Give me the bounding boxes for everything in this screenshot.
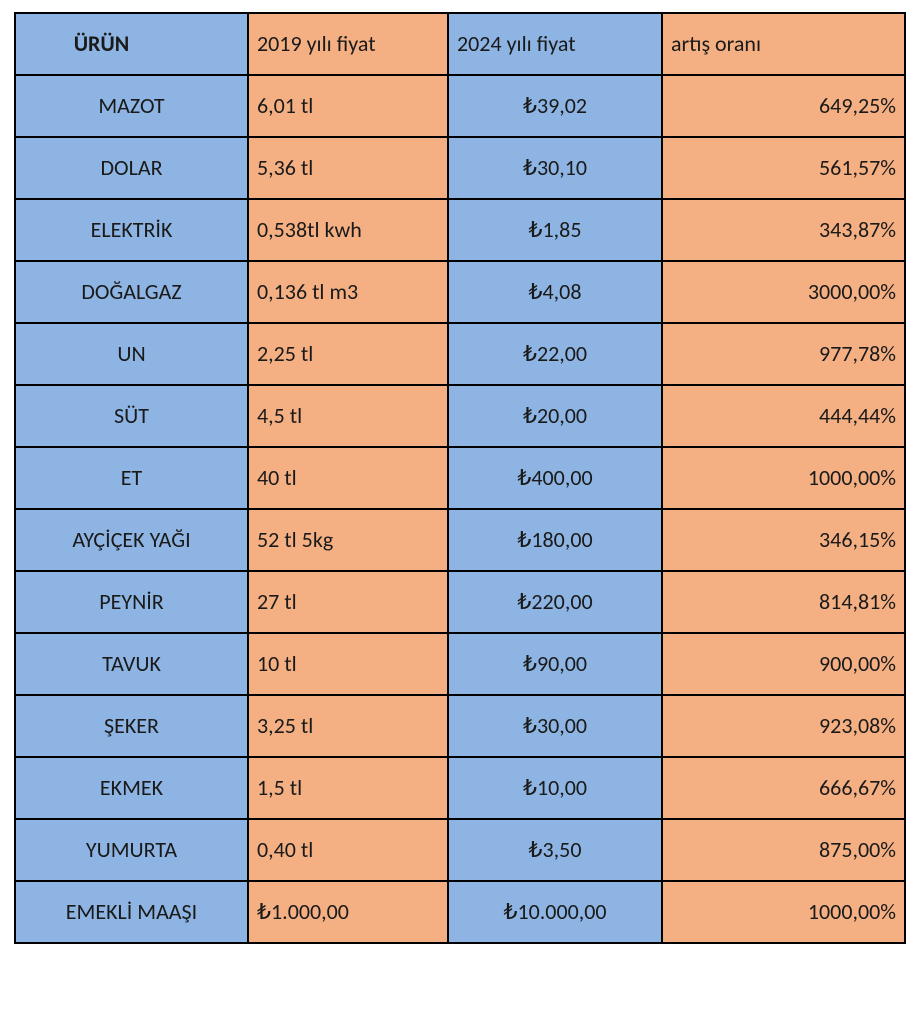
cell-rate: 1000,00% xyxy=(662,447,905,509)
cell-product: AYÇİÇEK YAĞI xyxy=(15,509,248,571)
cell-rate: 977,78% xyxy=(662,323,905,385)
table-row: AYÇİÇEK YAĞI 52 tl 5kg ₺180,00 346,15% xyxy=(15,509,905,571)
col-header-2019: 2019 yılı fiyat xyxy=(248,13,448,75)
cell-2024: ₺30,10 xyxy=(448,137,662,199)
col-header-rate: artış oranı xyxy=(662,13,905,75)
cell-rate: 561,57% xyxy=(662,137,905,199)
table-row: ŞEKER 3,25 tl ₺30,00 923,08% xyxy=(15,695,905,757)
cell-2024: ₺10,00 xyxy=(448,757,662,819)
col-header-2024: 2024 yılı fiyat xyxy=(448,13,662,75)
cell-rate: 923,08% xyxy=(662,695,905,757)
cell-2019: 10 tl xyxy=(248,633,448,695)
cell-rate: 1000,00% xyxy=(662,881,905,943)
cell-2024: ₺3,50 xyxy=(448,819,662,881)
cell-2019: 6,01 tl xyxy=(248,75,448,137)
cell-product: YUMURTA xyxy=(15,819,248,881)
cell-2019: 2,25 tl xyxy=(248,323,448,385)
cell-2024: ₺20,00 xyxy=(448,385,662,447)
table-row: ET 40 tl ₺400,00 1000,00% xyxy=(15,447,905,509)
cell-product: EMEKLİ MAAŞI xyxy=(15,881,248,943)
cell-rate: 666,67% xyxy=(662,757,905,819)
cell-product: ŞEKER xyxy=(15,695,248,757)
cell-product: PEYNİR xyxy=(15,571,248,633)
table-row: DOĞALGAZ 0,136 tl m3 ₺4,08 3000,00% xyxy=(15,261,905,323)
cell-rate: 346,15% xyxy=(662,509,905,571)
cell-2019: 5,36 tl xyxy=(248,137,448,199)
cell-product: UN xyxy=(15,323,248,385)
cell-product: DOLAR xyxy=(15,137,248,199)
table-row: YUMURTA 0,40 tl ₺3,50 875,00% xyxy=(15,819,905,881)
cell-2019: 27 tl xyxy=(248,571,448,633)
cell-2024: ₺10.000,00 xyxy=(448,881,662,943)
cell-2024: ₺180,00 xyxy=(448,509,662,571)
cell-2024: ₺4,08 xyxy=(448,261,662,323)
cell-2024: ₺1,85 xyxy=(448,199,662,261)
cell-rate: 343,87% xyxy=(662,199,905,261)
table-row: SÜT 4,5 tl ₺20,00 444,44% xyxy=(15,385,905,447)
cell-2024: ₺30,00 xyxy=(448,695,662,757)
cell-2019: 52 tl 5kg xyxy=(248,509,448,571)
table-row: PEYNİR 27 tl ₺220,00 814,81% xyxy=(15,571,905,633)
cell-rate: 875,00% xyxy=(662,819,905,881)
cell-product: DOĞALGAZ xyxy=(15,261,248,323)
cell-2024: ₺22,00 xyxy=(448,323,662,385)
cell-2024: ₺39,02 xyxy=(448,75,662,137)
table-body: MAZOT 6,01 tl ₺39,02 649,25% DOLAR 5,36 … xyxy=(15,75,905,943)
table-row: EMEKLİ MAAŞI ₺1.000,00 ₺10.000,00 1000,0… xyxy=(15,881,905,943)
table-row: EKMEK 1,5 tl ₺10,00 666,67% xyxy=(15,757,905,819)
price-comparison-table: ÜRÜN 2019 yılı fiyat 2024 yılı fiyat art… xyxy=(14,12,906,944)
cell-2019: ₺1.000,00 xyxy=(248,881,448,943)
cell-2024: ₺90,00 xyxy=(448,633,662,695)
cell-product: TAVUK xyxy=(15,633,248,695)
cell-2019: 0,136 tl m3 xyxy=(248,261,448,323)
cell-rate: 3000,00% xyxy=(662,261,905,323)
cell-rate: 900,00% xyxy=(662,633,905,695)
table-row: MAZOT 6,01 tl ₺39,02 649,25% xyxy=(15,75,905,137)
cell-product: MAZOT xyxy=(15,75,248,137)
table-row: TAVUK 10 tl ₺90,00 900,00% xyxy=(15,633,905,695)
cell-product: ELEKTRİK xyxy=(15,199,248,261)
cell-2024: ₺400,00 xyxy=(448,447,662,509)
cell-2019: 4,5 tl xyxy=(248,385,448,447)
col-header-product: ÜRÜN xyxy=(15,13,248,75)
cell-2019: 40 tl xyxy=(248,447,448,509)
cell-product: SÜT xyxy=(15,385,248,447)
cell-rate: 444,44% xyxy=(662,385,905,447)
table-header-row: ÜRÜN 2019 yılı fiyat 2024 yılı fiyat art… xyxy=(15,13,905,75)
table-row: DOLAR 5,36 tl ₺30,10 561,57% xyxy=(15,137,905,199)
cell-2019: 0,538tl kwh xyxy=(248,199,448,261)
table-row: UN 2,25 tl ₺22,00 977,78% xyxy=(15,323,905,385)
cell-rate: 814,81% xyxy=(662,571,905,633)
cell-2019: 3,25 tl xyxy=(248,695,448,757)
cell-product: ET xyxy=(15,447,248,509)
cell-2019: 1,5 tl xyxy=(248,757,448,819)
table-row: ELEKTRİK 0,538tl kwh ₺1,85 343,87% xyxy=(15,199,905,261)
cell-rate: 649,25% xyxy=(662,75,905,137)
cell-product: EKMEK xyxy=(15,757,248,819)
cell-2024: ₺220,00 xyxy=(448,571,662,633)
cell-2019: 0,40 tl xyxy=(248,819,448,881)
